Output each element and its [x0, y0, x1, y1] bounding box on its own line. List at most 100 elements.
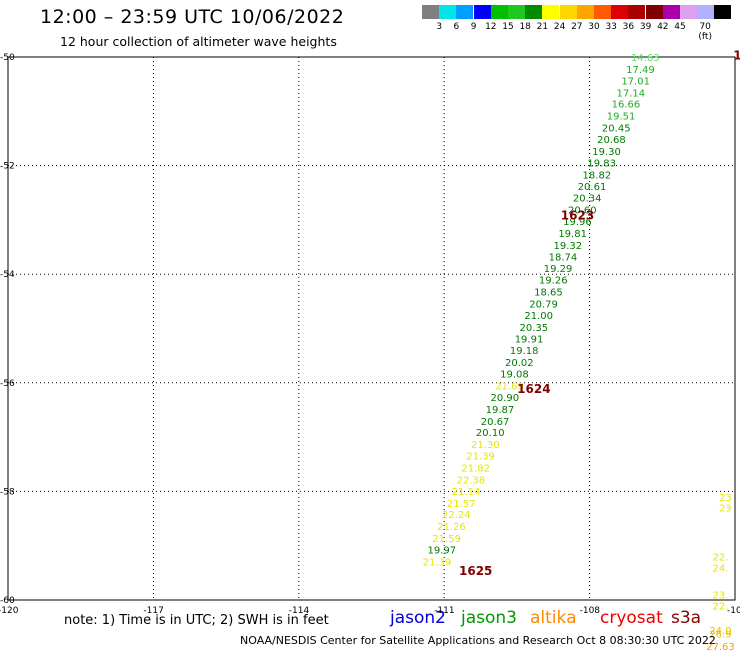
- wave-height-label: 20.34: [573, 194, 602, 205]
- wave-height-label: 19.96: [563, 217, 592, 228]
- wave-height-label: 21.57: [447, 499, 476, 510]
- wave-height-label: 18.82: [583, 170, 612, 181]
- wave-height-label: 21.59: [432, 534, 461, 545]
- scale-swatch: [628, 5, 646, 19]
- wave-height-label: 20.68: [597, 135, 626, 146]
- wave-height-label: 21.39: [466, 452, 495, 463]
- x-tick-label: -117: [143, 606, 163, 616]
- scale-label: 36: [622, 22, 635, 32]
- wave-height-label: 21.14: [452, 487, 481, 498]
- plot-frame: [7, 56, 736, 601]
- y-tick-label: -50: [0, 53, 15, 63]
- scale-swatch: [439, 5, 457, 19]
- scale-label: 27: [571, 22, 583, 32]
- scale-label: 70 (ft): [698, 22, 712, 42]
- scale-swatch: [542, 5, 560, 19]
- scale-label: 18: [519, 22, 531, 32]
- scale-swatch: [456, 5, 474, 19]
- wave-height-label: 17.49: [626, 65, 655, 76]
- scale-label: 39: [639, 22, 652, 32]
- scale-label: 24: [553, 22, 566, 32]
- scale-swatch: [680, 5, 697, 19]
- scale-swatch: [576, 5, 594, 19]
- footer-note: note: 1) Time is in UTC; 2) SWH is in fe…: [64, 613, 329, 628]
- wave-height-label: 19.87: [486, 405, 515, 416]
- scale-label: 6: [453, 22, 460, 32]
- scale-swatch: [559, 5, 577, 19]
- scale-swatch: [473, 5, 491, 19]
- chart-subtitle: 12 hour collection of altimeter wave hei…: [60, 34, 337, 49]
- satellite-altika: altika: [530, 608, 577, 628]
- scale-label: 12: [485, 22, 497, 32]
- wave-height-label: 19.83: [587, 158, 616, 169]
- scale-swatch: [697, 5, 715, 19]
- scale-label: 9: [470, 22, 477, 32]
- wave-height-label: 20.79: [529, 300, 558, 311]
- wave-height-label: 19.08: [500, 370, 529, 381]
- wave-height-label: 27.63: [706, 642, 735, 650]
- wave-height-label: 16.66: [612, 100, 641, 111]
- wave-height-label: 19.32: [553, 241, 582, 252]
- time-label: 1624: [517, 382, 550, 396]
- scale-label: 42: [657, 22, 669, 32]
- satellite-cryosat: cryosat: [600, 608, 663, 628]
- x-tick-label: -10: [727, 606, 740, 616]
- wave-height-label: 21.00: [524, 311, 553, 322]
- scale-swatch: [714, 5, 732, 19]
- wave-height-label: 21.26: [437, 522, 466, 533]
- y-tick-label: -60: [0, 596, 15, 606]
- wave-height-label: 18.74: [549, 252, 578, 263]
- wave-height-label: 20.45: [602, 124, 631, 135]
- wave-height-label: 23: [719, 493, 732, 504]
- wave-height-label: 20.61: [578, 182, 607, 193]
- scale-swatch: [508, 5, 525, 19]
- wave-height-label: 24.0: [709, 626, 731, 637]
- wave-height-label: 20.02: [505, 358, 534, 369]
- y-tick-label: -54: [0, 270, 15, 280]
- wave-height-label: 19.97: [427, 546, 456, 557]
- scale-label: 15: [502, 22, 514, 32]
- wave-height-label: 22.: [713, 553, 729, 564]
- wave-height-label: 19.51: [607, 112, 636, 123]
- scale-label: 45: [674, 22, 686, 32]
- wave-height-label: 20.10: [476, 428, 505, 439]
- scale-swatch: [611, 5, 629, 19]
- x-tick-label: -108: [580, 606, 601, 616]
- wave-height-label: 21.69: [495, 382, 524, 393]
- wave-height-label: 17.01: [621, 76, 650, 87]
- time-label: 1: [733, 48, 740, 62]
- scale-label: 3: [436, 22, 443, 32]
- x-tick-label: -120: [0, 606, 19, 616]
- wave-height-label: 20.90: [490, 393, 519, 404]
- satellite-jason3: jason3: [461, 608, 517, 628]
- wave-height-label: 20.67: [481, 417, 510, 428]
- scale-swatch: [525, 5, 543, 19]
- wave-height-label: 19.29: [544, 264, 573, 275]
- scale-swatch: [422, 5, 439, 19]
- scale-swatch: [594, 5, 611, 19]
- scale-swatch: [490, 5, 508, 19]
- scale-label: 33: [605, 22, 617, 32]
- scale-label: 30: [588, 22, 600, 32]
- wave-height-label: 18.65: [534, 288, 563, 299]
- wave-height-label: 22.: [713, 601, 729, 612]
- scale-swatch: [662, 5, 680, 19]
- wave-height-label: 22.24: [442, 510, 471, 521]
- scale-swatch: [645, 5, 663, 19]
- wave-height-label: 21.30: [471, 440, 500, 451]
- wave-height-label: 23.: [713, 591, 729, 602]
- wave-height-label: 26.9: [709, 630, 731, 641]
- footer-credit: NOAA/NESDIS Center for Satellite Applica…: [240, 634, 716, 647]
- wave-height-label: 24.: [713, 563, 729, 574]
- y-tick-label: -52: [0, 162, 15, 172]
- scale-label: 21: [536, 22, 549, 32]
- wave-height-label: 14.63: [631, 53, 660, 64]
- wave-height-label: 19.30: [592, 147, 621, 158]
- wave-height-label: 19.81: [558, 229, 587, 240]
- chart-title: 12:00 – 23:59 UTC 10/06/2022: [40, 6, 345, 28]
- time-label: 1623: [561, 208, 594, 222]
- wave-height-label: 20.60: [568, 206, 597, 217]
- satellite-jason2: jason2: [390, 608, 446, 628]
- y-tick-label: -56: [0, 379, 15, 389]
